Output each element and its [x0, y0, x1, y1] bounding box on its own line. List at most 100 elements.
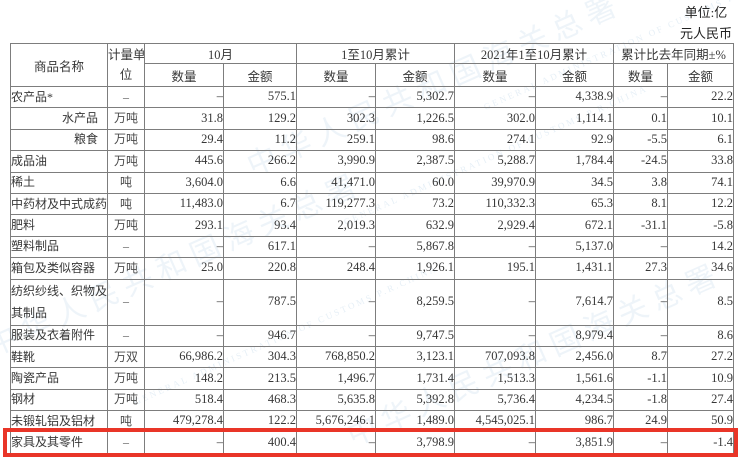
value-cell: -1.4	[667, 431, 735, 454]
value-cell: 31.8	[144, 107, 224, 130]
value-cell: 4,545,025.1	[454, 410, 537, 433]
value-cell: 8.7	[613, 345, 669, 369]
header-sub-row: 数量 金额 数量 金额 数量 金额 数量 金额	[11, 63, 735, 87]
value-cell: 5,676,246.1	[296, 410, 377, 433]
value-cell: 266.2	[222, 150, 298, 173]
value-cell: –	[296, 235, 377, 259]
commodity-name-cell: 未锻轧铝及铝材	[10, 410, 108, 433]
value-cell: 66,986.2	[144, 345, 224, 369]
table-row: 成品油 万吨 445.6 266.2 3,990.9 2,387.5 5,288.7 1,78…	[10, 150, 735, 173]
value-cell: 34.5	[535, 171, 615, 194]
value-cell: 468.3	[222, 388, 298, 412]
unit-cell: 万吨	[107, 128, 145, 152]
value-cell: 2,387.5	[375, 150, 456, 173]
value-cell: 3,990.9	[296, 150, 377, 173]
value-cell: 946.7	[222, 324, 298, 347]
value-cell: -31.1	[613, 214, 669, 237]
table-row: 家具及其零件 – –400.4–3,798.9–3,851.9– -1.4	[10, 431, 735, 454]
value-cell: 274.1	[454, 128, 537, 152]
header-group-row: 商品名称 计量单 位 10月 1至10月累计 2021年1至10月累计 累计比去…	[10, 43, 735, 87]
unit-cell: –	[107, 431, 145, 454]
value-cell: 986.7	[535, 410, 615, 433]
value-cell: 110,332.3	[454, 192, 537, 216]
value-cell: 12.2	[667, 192, 735, 216]
unit-cell: 万吨	[107, 107, 145, 130]
value-cell: 5,137.0	[535, 235, 615, 259]
table-row: 纺织纱线、织物及其制品 – –787.5–8,259.5–7,614.7–8.5	[10, 278, 735, 326]
value-cell: 5,736.4	[454, 388, 537, 412]
table-row: 水产品 万吨 31.8 129.2 302.3 1,226.5 302.0 1,114.1 0.…	[10, 107, 735, 130]
value-cell: –	[613, 85, 669, 109]
value-cell: –	[454, 431, 537, 454]
value-cell: 122.2	[222, 410, 298, 433]
value-cell: 248.4	[296, 257, 377, 280]
table-header: 商品名称 计量单 位 10月 1至10月累计 2021年1至10月累计 累计比去…	[10, 43, 735, 87]
value-cell: -24.5	[613, 150, 669, 173]
value-cell: -1.1	[613, 367, 669, 390]
value-cell: 60.0	[375, 171, 456, 194]
header-unit: 计量单 位	[107, 43, 145, 87]
value-cell: 259.1	[296, 128, 377, 152]
header-quantity: 数量	[613, 63, 669, 87]
unit-cell: 万吨	[107, 150, 145, 173]
table-body: 农产品* – –575.1–5,302.7–4,338.9–22.2 水产品 万吨 31.…	[10, 85, 735, 454]
value-cell: 148.2	[144, 367, 224, 390]
commodity-name-cell: 家具及其零件	[10, 431, 108, 454]
value-cell: 93.4	[222, 214, 298, 237]
value-cell: 5,635.8	[296, 388, 377, 412]
value-cell: 1,561.6	[535, 367, 615, 390]
value-cell: 220.8	[222, 257, 298, 280]
value-cell: –	[296, 278, 377, 326]
value-cell: 6.6	[222, 171, 298, 194]
table-row: 鞋靴 万双 66,986.2 304.3 768,850.2 3,123.1 707,093…	[10, 345, 735, 369]
commodity-name-cell: 服装及衣着附件	[10, 324, 108, 347]
value-cell: –	[144, 431, 224, 454]
unit-cell: 万双	[107, 345, 145, 369]
header-amount: 金额	[535, 63, 615, 87]
value-cell: 2,456.0	[535, 345, 615, 369]
value-cell: 10.9	[667, 367, 735, 390]
table-row: 中药材及中式成药吨 11,483.0 6.7 119,277.3 73.2 110,332…	[10, 192, 735, 216]
commodity-name-cell: 塑料制品	[10, 235, 108, 259]
header-group-jan-to-oct: 1至10月累计	[296, 43, 456, 64]
value-cell: 39,970.9	[454, 171, 537, 194]
value-cell: –	[613, 324, 669, 347]
value-cell: –	[454, 278, 537, 326]
commodity-name-cell: 肥料	[10, 214, 108, 237]
table-row: 粮食 万吨 29.4 11.2 259.1 98.6 274.1 92.9 -5.5 6.1	[10, 128, 735, 152]
table-row: 服装及衣着附件 – –946.7–9,747.5–8,979.4–8.6	[10, 324, 735, 347]
header-group-yoy-change: 累计比去年同期±%	[613, 43, 735, 64]
value-cell: 302.3	[296, 107, 377, 130]
value-cell: 3,123.1	[375, 345, 456, 369]
value-cell: 9,747.5	[375, 324, 456, 347]
value-cell: 3,798.9	[375, 431, 456, 454]
value-cell: 302.0	[454, 107, 537, 130]
value-cell: 27.4	[667, 388, 735, 412]
unit-cell: –	[107, 278, 145, 326]
value-cell: 479,278.4	[144, 410, 224, 433]
commodity-name-cell: 粮食	[10, 128, 108, 152]
value-cell: 707,093.8	[454, 345, 537, 369]
header-quantity: 数量	[296, 63, 377, 87]
commodity-name-cell: 水产品	[10, 107, 108, 130]
value-cell: 1,926.1	[375, 257, 456, 280]
value-cell: 8,259.5	[375, 278, 456, 326]
unit-cell: 万吨	[107, 214, 145, 237]
unit-cell: 吨	[107, 410, 145, 433]
value-cell: 5,302.7	[375, 85, 456, 109]
value-cell: –	[144, 324, 224, 347]
value-cell: 304.3	[222, 345, 298, 369]
value-cell: 14.2	[667, 235, 735, 259]
unit-note-line2: 元人民币	[679, 26, 732, 41]
value-cell: –	[144, 85, 224, 109]
value-cell: 2,929.4	[454, 214, 537, 237]
value-cell: 5,288.7	[454, 150, 537, 173]
commodity-name-cell: 成品油	[10, 150, 108, 173]
unit-cell: 万吨	[107, 388, 145, 412]
value-cell: 768,850.2	[296, 345, 377, 369]
commodity-name-cell: 箱包及类似容器	[10, 257, 108, 280]
value-cell: 1,226.5	[375, 107, 456, 130]
unit-note: 单位:亿 元人民币	[680, 2, 732, 44]
value-cell: 1,431.1	[535, 257, 615, 280]
